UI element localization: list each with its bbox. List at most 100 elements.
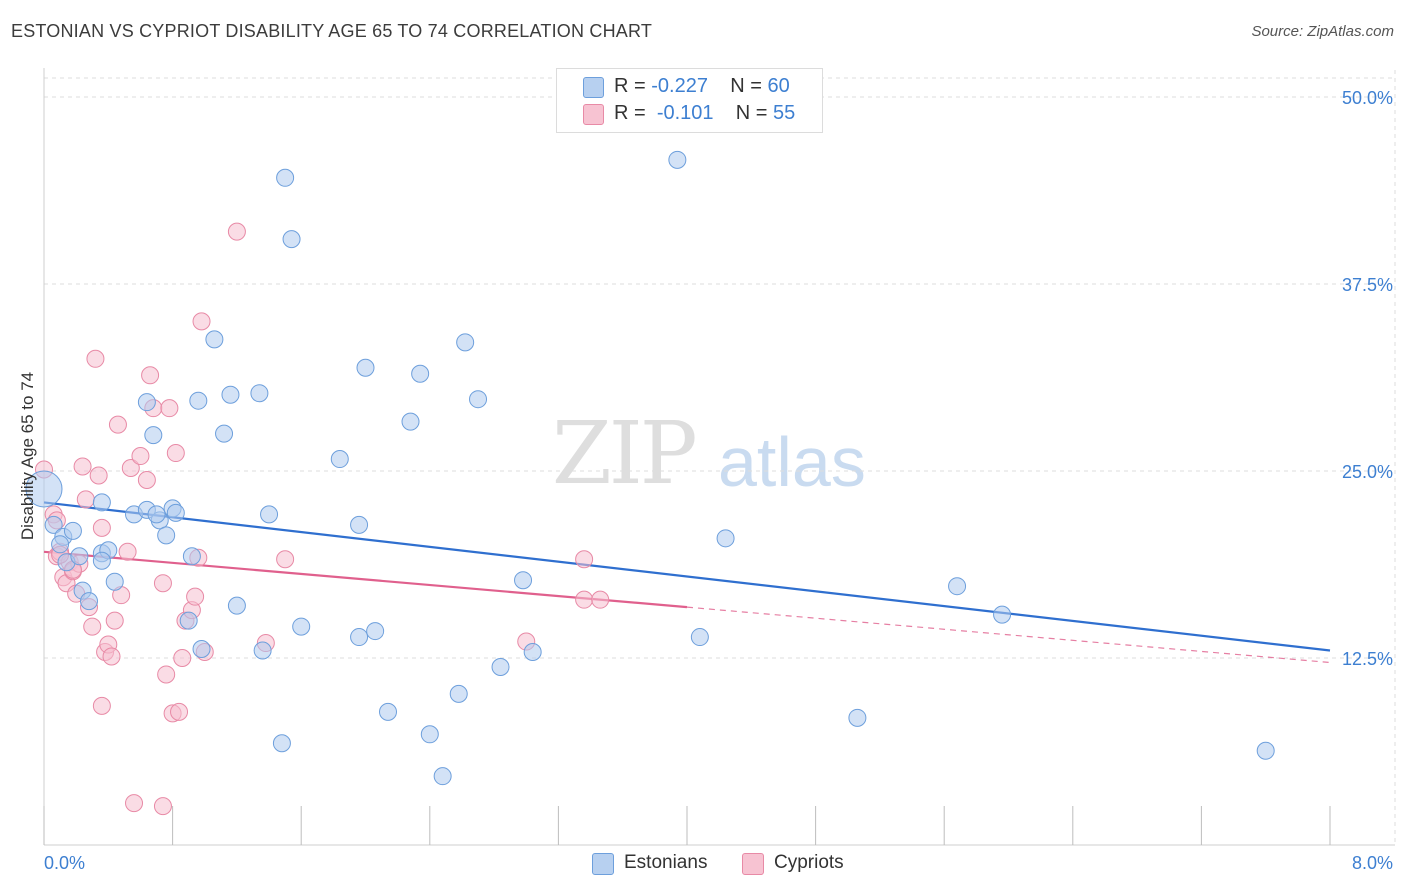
- legend-r-value: -0.227: [651, 75, 708, 97]
- point-cypriots: [73, 457, 92, 476]
- point-estonians: [350, 515, 369, 534]
- point-estonians: [63, 521, 82, 540]
- point-cypriots: [160, 399, 179, 418]
- correlation-legend: R = -0.227 N = 60 R = -0.101 N = 55: [556, 68, 823, 133]
- point-estonians: [182, 547, 201, 566]
- trend-line-cypriots-extension: [686, 606, 1331, 664]
- point-cypriots: [591, 590, 610, 609]
- legend-r-value: -0.101: [656, 102, 714, 124]
- legend-n-value: 55: [773, 102, 796, 124]
- point-estonians: [411, 364, 430, 383]
- legend-n-label: N =: [730, 75, 762, 97]
- legend-swatch-estonians: [583, 77, 604, 98]
- chart-title: ESTONIAN VS CYPRIOT DISABILITY AGE 65 TO…: [11, 21, 653, 41]
- point-cypriots: [102, 647, 121, 666]
- y-tick-label: 25.0%: [1342, 462, 1393, 482]
- trend-lines: [43, 501, 1331, 664]
- point-estonians: [51, 535, 70, 554]
- legend-r-label: R =: [614, 102, 646, 124]
- point-cypriots: [153, 797, 172, 816]
- point-estonians: [379, 702, 398, 721]
- point-cypriots: [141, 366, 160, 385]
- y-tick-label: 50.0%: [1342, 88, 1393, 108]
- point-estonians: [276, 168, 295, 187]
- point-cypriots: [186, 587, 205, 606]
- trend-line-estonians: [43, 501, 1331, 652]
- point-estonians: [105, 572, 124, 591]
- legend-swatch-estonians: [592, 853, 614, 875]
- point-cypriots: [125, 794, 144, 813]
- source-label: Source: ZipAtlas.com: [1251, 23, 1394, 40]
- gridlines: [44, 70, 1396, 845]
- point-estonians: [227, 596, 246, 615]
- point-estonians: [250, 384, 269, 403]
- point-estonians: [157, 526, 176, 545]
- y-tick-label: 12.5%: [1342, 649, 1393, 669]
- point-cypriots: [137, 470, 156, 489]
- point-cypriots: [92, 696, 111, 715]
- point-estonians: [356, 358, 375, 377]
- point-estonians: [420, 725, 439, 744]
- point-cypriots: [86, 349, 105, 368]
- point-estonians: [272, 734, 291, 753]
- point-estonians: [205, 330, 224, 349]
- axes: [43, 68, 1395, 846]
- point-estonians: [144, 426, 163, 445]
- point-estonians: [189, 391, 208, 410]
- legend-n-label: N =: [735, 102, 768, 124]
- point-estonians: [401, 412, 420, 431]
- point-estonians: [137, 393, 156, 412]
- point-estonians: [456, 333, 475, 352]
- point-estonians: [716, 529, 735, 548]
- legend-label-cypriots: Cypriots: [774, 852, 844, 873]
- point-estonians: [366, 622, 385, 641]
- point-cypriots: [575, 550, 594, 569]
- point-estonians: [514, 571, 533, 590]
- point-estonians: [523, 643, 542, 662]
- point-cypriots: [227, 222, 246, 241]
- point-estonians: [690, 628, 709, 647]
- legend-label-estonians: Estonians: [624, 852, 708, 873]
- point-estonians: [70, 547, 89, 566]
- point-cypriots: [192, 312, 211, 331]
- point-estonians: [292, 617, 311, 636]
- y-axis-title: Disability Age 65 to 74: [18, 372, 37, 540]
- point-estonians: [848, 708, 867, 727]
- point-estonians: [80, 592, 99, 611]
- point-estonians: [147, 505, 166, 524]
- point-estonians: [92, 493, 111, 512]
- point-estonians: [350, 628, 369, 647]
- legend-n-value: 60: [767, 75, 790, 97]
- legend-r-label: R =: [614, 75, 646, 97]
- data-points: [25, 150, 1275, 816]
- point-estonians: [166, 503, 185, 522]
- y-tick-label: 37.5%: [1342, 275, 1393, 295]
- legend-swatch-cypriots: [583, 104, 604, 125]
- point-estonians: [192, 640, 211, 659]
- point-estonians: [221, 385, 240, 404]
- point-estonians: [948, 577, 967, 596]
- x-tick-label: 0.0%: [44, 853, 85, 873]
- point-estonians: [1256, 741, 1275, 760]
- point-cypriots: [276, 550, 295, 569]
- point-cypriots: [131, 447, 150, 466]
- point-estonians: [282, 230, 301, 249]
- point-estonians: [330, 450, 349, 469]
- point-estonians: [491, 657, 510, 676]
- point-estonians: [92, 551, 111, 570]
- point-cypriots: [92, 518, 111, 537]
- point-cypriots: [118, 542, 137, 561]
- point-estonians: [433, 767, 452, 786]
- point-estonians: [668, 150, 687, 169]
- point-cypriots: [157, 665, 176, 684]
- point-estonians: [215, 424, 234, 443]
- point-estonians: [469, 390, 488, 409]
- point-cypriots: [173, 649, 192, 667]
- point-cypriots: [166, 444, 185, 463]
- point-cypriots: [83, 617, 102, 636]
- tick-labels: 12.5% 25.0% 37.5% 50.0% 0.0% 8.0%: [44, 88, 1393, 873]
- point-cypriots: [575, 590, 594, 609]
- point-estonians: [25, 470, 63, 508]
- point-estonians: [44, 515, 63, 534]
